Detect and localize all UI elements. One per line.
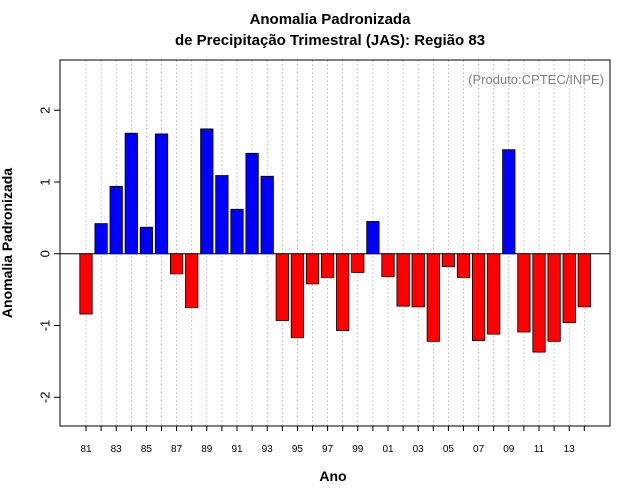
bar-95 [290, 253, 305, 339]
bar-87 [169, 253, 184, 275]
bar-07 [471, 253, 486, 341]
bar-05 [441, 253, 456, 268]
bar-12 [547, 253, 561, 342]
bar-93 [260, 175, 274, 255]
x-tick-label: 07 [473, 444, 485, 455]
bar-83 [109, 185, 123, 255]
y-tick-label: -1 [38, 320, 53, 332]
bar-10 [517, 253, 531, 333]
bar-91 [230, 208, 244, 255]
bar-11 [532, 253, 546, 353]
bar-02 [396, 253, 410, 307]
bar-14 [577, 253, 591, 308]
bars [79, 128, 591, 353]
x-tick-label: 95 [292, 444, 304, 455]
bar-86 [154, 133, 169, 255]
bar-88 [185, 253, 199, 308]
bar-00 [366, 221, 380, 255]
x-tick-label: 83 [111, 444, 123, 455]
bar-84 [124, 132, 138, 255]
bar-01 [381, 253, 395, 278]
bar-94 [275, 253, 289, 321]
bar-82 [94, 223, 108, 255]
x-tick-label: 93 [262, 444, 274, 455]
x-tick-label: 91 [231, 444, 243, 455]
x-tick-label: 97 [322, 444, 334, 455]
bar-04 [426, 253, 440, 342]
x-tick-label: 11 [534, 444, 545, 455]
chart-subtitle: de Precipitação Trimestral (JAS): Região… [175, 32, 485, 49]
bar-08 [487, 253, 501, 335]
bar-09 [502, 149, 516, 255]
bar-85 [139, 226, 153, 255]
bar-98 [336, 253, 350, 331]
x-tick-label: 09 [503, 444, 515, 455]
y-axis: -2 -1 0 1 2 [38, 107, 60, 403]
y-tick-label: -2 [38, 392, 53, 404]
bar-81 [79, 253, 93, 315]
bar-97 [320, 253, 335, 278]
x-tick-label: 01 [382, 444, 394, 455]
x-tick-label: 85 [141, 444, 153, 455]
x-tick-label: 81 [80, 444, 92, 455]
x-tick-label: 99 [352, 444, 364, 455]
bar-89 [200, 128, 214, 255]
bar-03 [411, 253, 425, 308]
chart-title: Anomalia Padronizada [250, 11, 412, 28]
y-tick-label: 1 [38, 178, 53, 185]
y-tick-label: 2 [38, 107, 53, 114]
bar-99 [351, 253, 365, 273]
watermark: (Produto:CPTEC/INPE) [468, 72, 604, 87]
x-tick-label: 89 [201, 444, 213, 455]
y-tick-label: 0 [38, 250, 53, 257]
bar-92 [245, 152, 259, 255]
bar-13 [562, 253, 576, 324]
x-axis: 81 83 85 87 89 91 93 95 97 99 01 03 05 07 09 11 13 [80, 426, 585, 455]
x-tick-label: 05 [443, 444, 455, 455]
bar-96 [305, 253, 320, 285]
x-tick-label: 03 [413, 444, 425, 455]
x-tick-label: 13 [564, 444, 576, 455]
x-tick-label: 87 [171, 444, 183, 455]
bar-06 [456, 253, 471, 278]
grid-lines [85, 60, 585, 426]
x-axis-label: Ano [319, 468, 346, 484]
bar-90 [215, 175, 229, 255]
plot-frame [59, 59, 611, 427]
y-axis-label: Anomalia Padronizada [0, 168, 15, 318]
